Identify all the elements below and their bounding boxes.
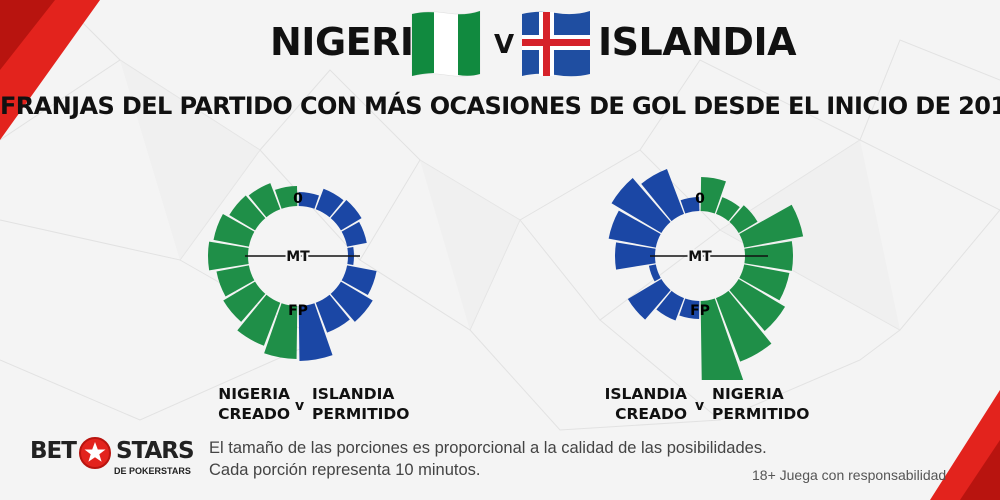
left-wedge-7	[223, 281, 266, 322]
right-wedge-8	[315, 294, 350, 333]
nigeria-flag-icon	[411, 10, 481, 77]
right-wedge-1	[298, 192, 320, 209]
right-wedge-6	[341, 265, 377, 296]
left-wedge-5	[615, 242, 656, 270]
logo-star-icon	[79, 437, 111, 469]
center-label: MT	[688, 249, 712, 265]
right-wedge-9	[298, 303, 333, 361]
right-wedge-3	[330, 199, 362, 231]
end-label: FP	[690, 303, 710, 319]
versus-label: V	[494, 30, 515, 60]
legend-v: v	[695, 398, 705, 414]
left-wedge-1	[680, 197, 700, 214]
left-wedge-9	[264, 303, 298, 359]
radial-chart-iceland-created: 0 MT FP	[608, 169, 804, 380]
radial-chart-nigeria-created: 0 MT FP	[208, 183, 377, 361]
footer-note: El tamaño de las porciones es proporcion…	[209, 437, 767, 481]
left-wedge-3	[229, 195, 266, 231]
red-corner-top-left	[0, 0, 100, 140]
left-wedge-8	[237, 294, 281, 346]
right-wedge-2	[715, 197, 740, 222]
left-wedge-2	[248, 183, 281, 218]
start-label: 0	[293, 191, 303, 207]
iceland-flag-icon	[522, 11, 590, 77]
left-wedge-7	[627, 279, 671, 320]
right-wedge-8	[715, 290, 772, 362]
left-wedge-4	[213, 214, 255, 247]
right-wedge-9	[700, 298, 744, 380]
logo-bet-text: BET	[30, 438, 77, 464]
logo-stars-text: STARS	[116, 438, 195, 464]
legend-right-line2: PERMITIDO	[712, 405, 810, 423]
right-wedge-6	[739, 264, 790, 301]
legend-left-line1: NIGERIA	[218, 385, 290, 403]
footer-note-line2: Cada porción representa 10 minutos.	[209, 461, 481, 479]
legend-right-team: NIGERIA PERMITIDO	[712, 384, 809, 424]
legend-left-line1: ISLANDIA	[604, 385, 687, 403]
left-wedge-6	[648, 264, 661, 282]
left-wedge-1	[274, 186, 298, 209]
legend-right-team: ISLANDIA PERMITIDO	[312, 384, 409, 424]
right-wedge-1	[700, 177, 726, 214]
legend-left-team: NIGERIA CREADO	[218, 384, 290, 424]
start-label: 0	[695, 191, 705, 207]
legend-left-line2: CREADO	[615, 405, 687, 423]
end-label: FP	[288, 303, 308, 319]
chart-legend-2: ISLANDIA CREADO v NIGERIA PERMITIDO	[605, 384, 817, 428]
team-right-title: ISLANDIA	[598, 20, 797, 64]
left-wedge-3	[611, 178, 671, 233]
left-wedge-5	[208, 241, 249, 271]
red-corner-bottom-right	[930, 390, 1000, 500]
subtitle: FRANJAS DEL PARTIDO CON MÁS OCASIONES DE…	[0, 92, 1000, 120]
right-wedge-2	[315, 188, 344, 218]
left-wedge-2	[641, 169, 685, 222]
legend-v: v	[295, 398, 305, 414]
legend-left-line2: CREADO	[218, 405, 290, 423]
logo-subtext: DE POKERSTARS	[114, 466, 191, 476]
chart-legend-1: NIGERIA CREADO v ISLANDIA PERMITIDO	[218, 384, 409, 428]
center-label: MT	[286, 249, 310, 265]
legend-right-line2: PERMITIDO	[312, 405, 410, 423]
footer-note-line1: El tamaño de las porciones es proporcion…	[209, 439, 767, 457]
betstars-logo: BET STARS DE POKERSTARS	[30, 437, 200, 488]
right-wedge-4	[739, 204, 804, 248]
legend-left-team: ISLANDIA CREADO	[605, 384, 687, 424]
right-wedge-3	[729, 205, 758, 233]
left-wedge-6	[216, 265, 255, 297]
left-wedge-4	[608, 210, 661, 248]
left-wedge-9	[679, 298, 700, 319]
left-wedge-8	[656, 290, 685, 321]
right-wedge-7	[330, 281, 373, 322]
legend-right-line1: NIGERIA	[712, 385, 784, 403]
legend-right-line1: ISLANDIA	[312, 385, 395, 403]
right-wedge-7	[729, 279, 786, 331]
responsible-gaming-note: 18+ Juega con responsabilidad	[752, 467, 947, 483]
right-wedge-4	[341, 221, 367, 247]
right-wedge-5	[744, 241, 793, 271]
